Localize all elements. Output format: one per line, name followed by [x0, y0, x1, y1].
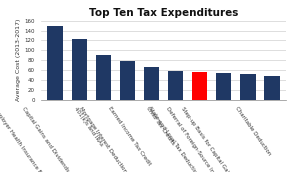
Bar [240, 74, 256, 100]
Y-axis label: Average Cost (2013-2017): Average Cost (2013-2017) [16, 19, 21, 101]
Bar [192, 72, 207, 100]
Bar [168, 71, 183, 100]
Bar [95, 55, 111, 100]
Bar [264, 76, 279, 100]
Bar [72, 39, 87, 100]
Title: Top Ten Tax Expenditures: Top Ten Tax Expenditures [89, 8, 238, 18]
Bar [144, 67, 159, 100]
Bar [48, 26, 63, 100]
Bar [216, 73, 232, 100]
Bar [120, 61, 135, 100]
